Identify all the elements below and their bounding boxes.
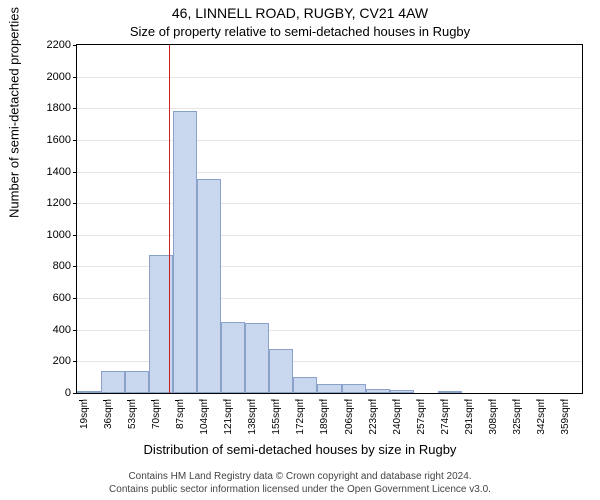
histogram-bar	[269, 349, 293, 393]
histogram-bar	[438, 391, 462, 393]
x-tick-label: 308sqm	[488, 399, 499, 435]
y-tick-label: 1600	[47, 134, 77, 146]
x-tick-label: 189sqm	[319, 399, 330, 435]
histogram-bar	[77, 391, 101, 393]
property-marker-line	[169, 45, 170, 393]
x-tick-label: 19sqm	[79, 399, 90, 429]
y-tick-label: 600	[53, 292, 77, 304]
grid-line	[77, 203, 582, 204]
histogram-bar	[317, 384, 341, 393]
histogram-bar	[173, 111, 197, 393]
grid-line	[77, 77, 582, 78]
x-tick-label: 240sqm	[392, 399, 403, 435]
x-tick-label: 206sqm	[344, 399, 355, 435]
y-tick-label: 2200	[47, 39, 77, 51]
x-tick-label: 155sqm	[271, 399, 282, 435]
y-tick-label: 200	[53, 355, 77, 367]
grid-line	[77, 108, 582, 109]
histogram-bar	[221, 322, 245, 393]
x-axis-label: Distribution of semi-detached houses by …	[0, 442, 600, 457]
histogram-bar	[197, 179, 221, 393]
y-tick-label: 1200	[47, 197, 77, 209]
histogram-bar	[101, 371, 125, 393]
footer-line-2: Contains public sector information licen…	[0, 484, 600, 497]
chart-subtitle: Size of property relative to semi-detach…	[0, 24, 600, 39]
histogram-bar	[366, 389, 390, 393]
x-tick-label: 291sqm	[464, 399, 475, 435]
x-tick-label: 138sqm	[247, 399, 258, 435]
chart-plot-area: 0200400600800100012001400160018002000220…	[76, 44, 583, 394]
x-tick-label: 342sqm	[536, 399, 547, 435]
x-tick-label: 172sqm	[295, 399, 306, 435]
y-tick-label: 400	[53, 324, 77, 336]
x-tick-label: 274sqm	[440, 399, 451, 435]
histogram-bar	[390, 390, 414, 393]
grid-line	[77, 140, 582, 141]
x-tick-label: 36sqm	[103, 399, 114, 429]
histogram-bar	[125, 371, 149, 393]
y-tick-label: 800	[53, 260, 77, 272]
y-tick-label: 2000	[47, 71, 77, 83]
x-tick-label: 70sqm	[151, 399, 162, 429]
histogram-bar	[342, 384, 366, 393]
page-title: 46, LINNELL ROAD, RUGBY, CV21 4AW	[0, 5, 600, 21]
y-tick-label: 0	[65, 387, 77, 399]
y-tick-label: 1400	[47, 166, 77, 178]
grid-line	[77, 172, 582, 173]
footer-line-1: Contains HM Land Registry data © Crown c…	[0, 471, 600, 484]
x-tick-label: 325sqm	[512, 399, 523, 435]
footer-attribution: Contains HM Land Registry data © Crown c…	[0, 471, 600, 496]
y-tick-label: 1000	[47, 229, 77, 241]
x-tick-label: 53sqm	[127, 399, 138, 429]
x-tick-label: 359sqm	[560, 399, 571, 435]
x-tick-label: 104sqm	[199, 399, 210, 435]
histogram-bar	[245, 323, 269, 393]
y-tick-label: 1800	[47, 102, 77, 114]
grid-line	[77, 235, 582, 236]
x-tick-label: 87sqm	[175, 399, 186, 429]
histogram-bar	[293, 377, 317, 393]
x-tick-label: 257sqm	[416, 399, 427, 435]
y-axis-label: Number of semi-detached properties	[7, 7, 22, 218]
x-tick-label: 223sqm	[368, 399, 379, 435]
x-tick-label: 121sqm	[223, 399, 234, 435]
